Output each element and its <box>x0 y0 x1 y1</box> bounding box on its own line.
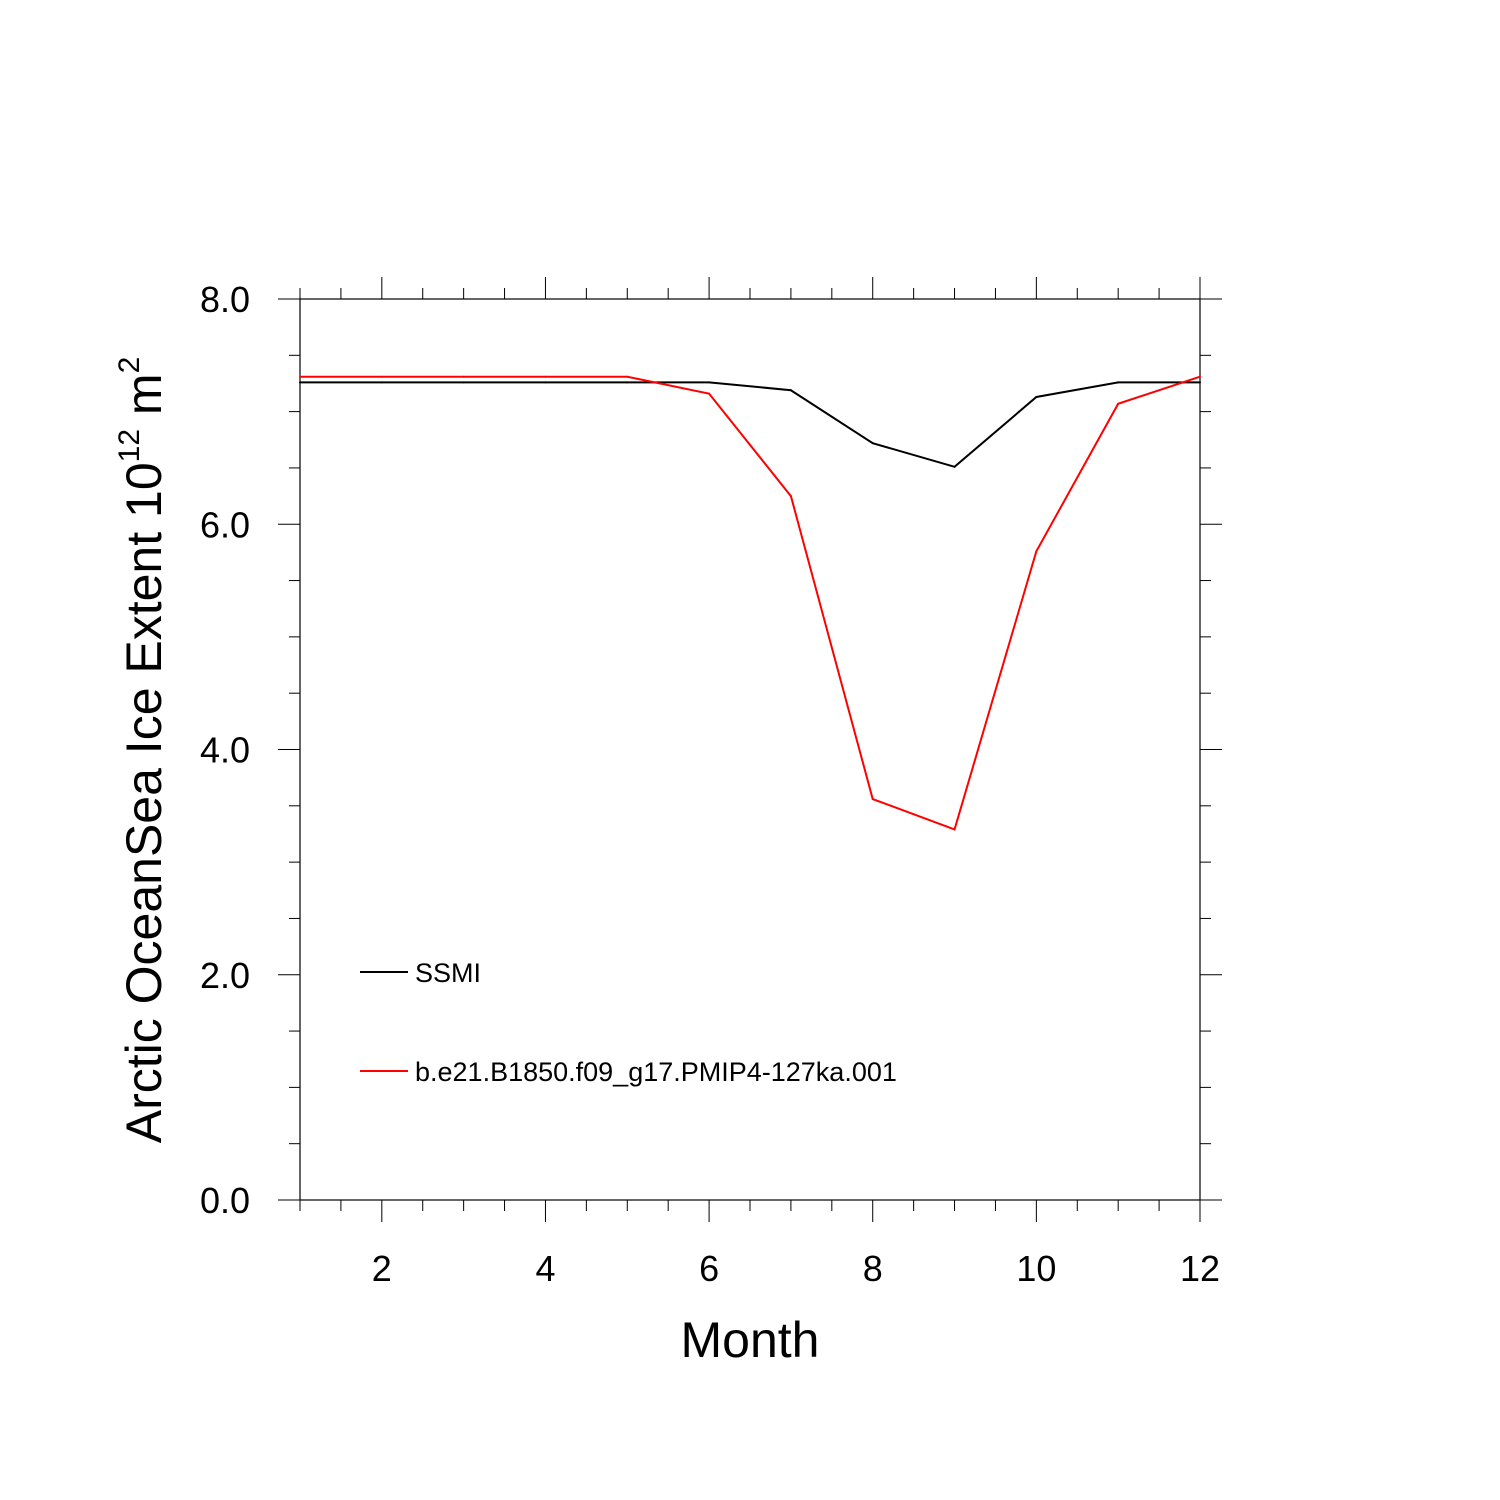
data-point <box>626 375 629 378</box>
x-tick-label: 4 <box>535 1248 555 1289</box>
data-point <box>953 465 956 468</box>
legend-label: b.e21.B1850.f09_g17.PMIP4-127ka.001 <box>415 1057 897 1087</box>
tick-labels: 2 4 6 8 10 12 0.0 2.0 4.0 6.0 8.0 <box>200 279 1220 1289</box>
data-point <box>1117 381 1120 384</box>
data-point <box>708 392 711 395</box>
data-point <box>1117 402 1120 405</box>
data-point <box>299 381 301 384</box>
data-point <box>380 375 383 378</box>
x-tick-label: 6 <box>699 1248 719 1289</box>
data-point <box>871 442 874 445</box>
data-point <box>380 381 383 384</box>
series-line-1 <box>300 381 1200 468</box>
legend: SSMI b.e21.B1850.f09_g17.PMIP4-127ka.001 <box>360 958 897 1087</box>
data-point <box>1035 395 1038 398</box>
x-axis-title: Month <box>681 1312 820 1368</box>
y-tick-label: 0.0 <box>200 1180 250 1221</box>
data-point <box>789 495 792 498</box>
data-point <box>626 381 629 384</box>
series-lines <box>299 375 1201 831</box>
data-point <box>708 381 711 384</box>
y-tick-label: 6.0 <box>200 504 250 545</box>
axis-ticks <box>278 277 1222 1222</box>
y-tick-label: 4.0 <box>200 730 250 771</box>
x-tick-label: 2 <box>372 1248 392 1289</box>
data-point <box>544 375 547 378</box>
y-tick-label: 2.0 <box>200 955 250 996</box>
data-point <box>1199 375 1201 378</box>
data-point <box>544 381 547 384</box>
data-point <box>462 381 465 384</box>
data-point <box>871 798 874 801</box>
legend-label: SSMI <box>415 958 481 988</box>
y-axis-title: Arctic OceanSea Ice Extent 1012 m2 <box>113 357 172 1144</box>
y-tick-label: 8.0 <box>200 279 250 320</box>
data-point <box>953 828 956 831</box>
data-point <box>789 389 792 392</box>
plot-frame <box>299 298 1201 1201</box>
data-point <box>1199 381 1201 384</box>
data-point <box>1035 550 1038 553</box>
x-tick-label: 8 <box>863 1248 883 1289</box>
x-tick-label: 10 <box>1016 1248 1056 1289</box>
x-tick-label: 12 <box>1180 1248 1220 1289</box>
data-point <box>462 375 465 378</box>
data-point <box>299 375 301 378</box>
series-line-2 <box>300 375 1201 831</box>
